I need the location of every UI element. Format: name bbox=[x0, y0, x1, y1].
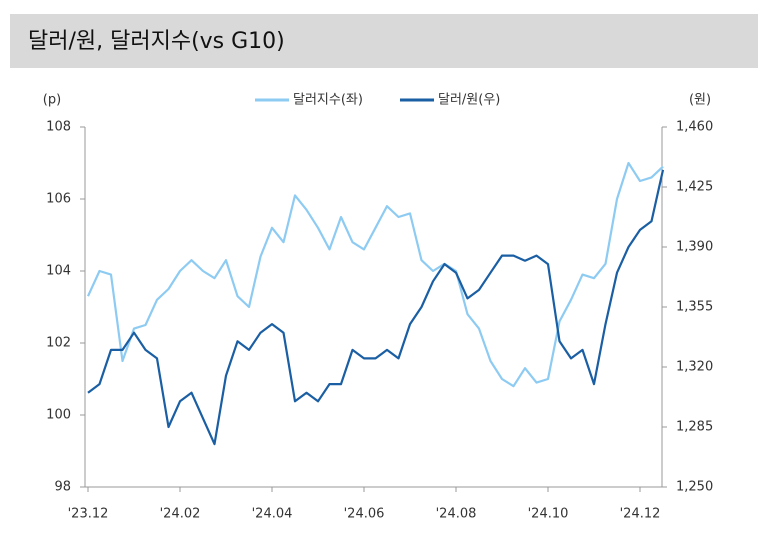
legend-label: 달러지수(좌) bbox=[293, 93, 363, 108]
chart-title: 달러/원, 달러지수(vs G10) bbox=[28, 29, 285, 54]
y-tick-label: 102 bbox=[46, 336, 71, 351]
x-tick-label: '24.08 bbox=[436, 507, 477, 522]
y2-unit: (원) bbox=[689, 93, 711, 108]
y2-tick-label: 1,425 bbox=[676, 180, 713, 195]
y-tick-label: 100 bbox=[46, 408, 71, 423]
y2-tick-label: 1,320 bbox=[676, 360, 713, 375]
x-tick-label: '24.02 bbox=[160, 507, 201, 522]
x-tick-label: '24.06 bbox=[344, 507, 385, 522]
y-tick-label: 104 bbox=[46, 264, 71, 279]
series-line bbox=[87, 169, 665, 446]
y2-tick-label: 1,355 bbox=[676, 300, 713, 315]
x-tick-label: '24.10 bbox=[528, 507, 569, 522]
x-tick-label: '24.04 bbox=[252, 507, 293, 522]
y-unit: (p) bbox=[43, 93, 61, 108]
series-line bbox=[86, 161, 664, 388]
y-tick-label: 108 bbox=[46, 120, 71, 135]
x-tick-label: '24.12 bbox=[620, 507, 661, 522]
y-tick-label: 106 bbox=[46, 192, 71, 207]
y2-tick-label: 1,460 bbox=[676, 120, 713, 135]
y2-tick-label: 1,390 bbox=[676, 240, 713, 255]
y2-tick-label: 1,250 bbox=[676, 480, 713, 495]
y-tick-label: 98 bbox=[54, 480, 71, 495]
title-band bbox=[10, 14, 758, 68]
x-tick-label: '23.12 bbox=[68, 507, 109, 522]
y2-tick-label: 1,285 bbox=[676, 420, 713, 435]
legend-label: 달러/원(우) bbox=[438, 93, 500, 108]
